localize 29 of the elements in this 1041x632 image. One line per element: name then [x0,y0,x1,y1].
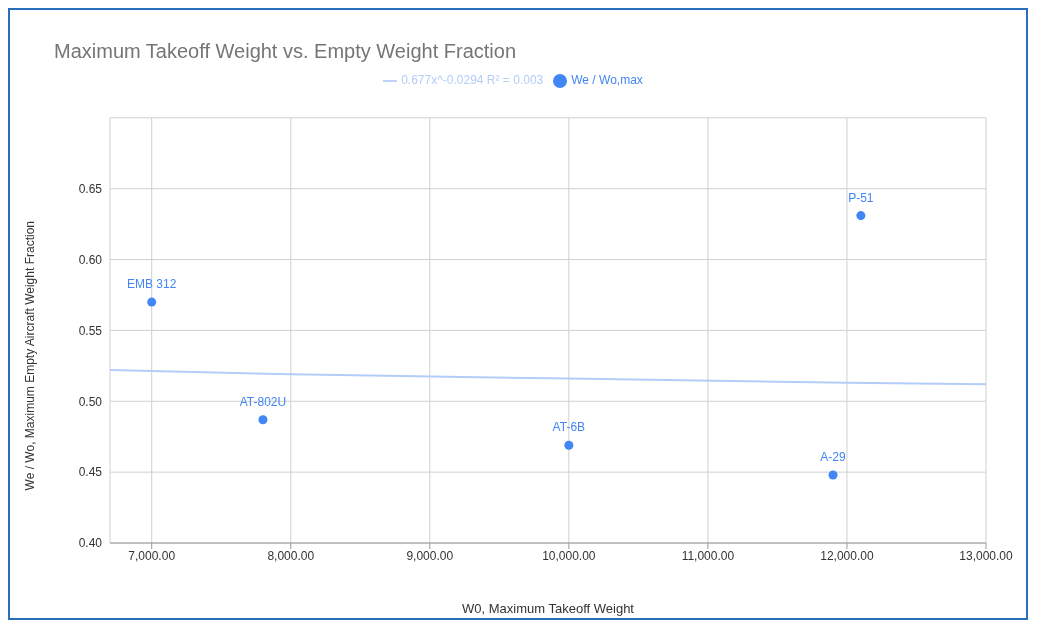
x-tick-label: 7,000.00 [128,548,176,563]
y-tick-label: 0.50 [78,394,103,409]
x-tick-label: 8,000.00 [267,548,315,563]
x-tick-label: 9,000.00 [406,548,454,563]
chart-title: Maximum Takeoff Weight vs. Empty Weight Fraction [53,39,518,63]
y-tick-label: 0.45 [78,465,103,480]
point [147,297,157,307]
y-tick-label: 0.55 [78,323,103,338]
y-tick-label: 0.65 [78,181,103,196]
point [828,470,838,480]
annotation: AT-6B [552,420,586,435]
point [564,440,574,450]
annotation: EMB 312 [127,277,177,292]
point [856,211,866,221]
x-tick-label: 11,000.00 [681,548,735,563]
x-tick-label: 12,000.00 [820,548,874,563]
x-tick-label: 13,000.00 [959,548,1014,563]
x-axis-title: W0, Maximum Takeoff Weight [462,601,635,616]
y-tick-label: 0.40 [78,536,103,551]
annotation: AT-802U [239,394,287,409]
y-tick-label: 0.60 [78,252,103,267]
line-series [110,369,986,386]
legend-label: 0.677x^-0.0294 R² = 0.003 [401,73,544,87]
annotation: A-29 [820,449,847,464]
point [258,415,268,425]
y-axis-title: We / Wo, Maximum Empty Aircraft Weight Fraction [23,221,38,491]
x-tick-label: 10,000.00 [542,548,596,563]
legend-label: We / Wo,max [571,73,643,87]
annotation: P-51 [848,190,874,205]
